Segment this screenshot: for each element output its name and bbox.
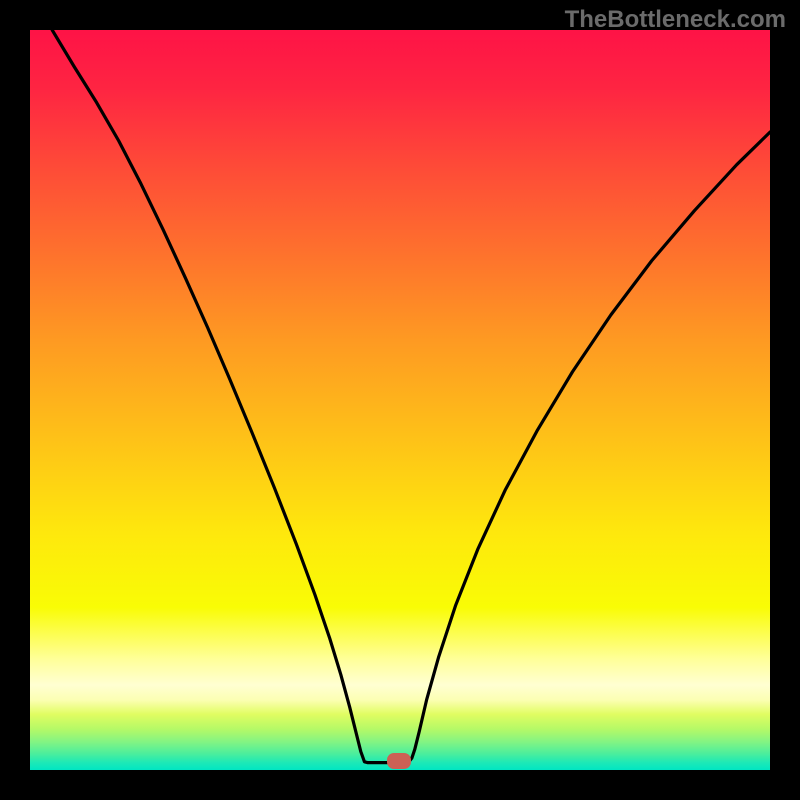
chart-stage: TheBottleneck.com bbox=[0, 0, 800, 800]
plot-frame bbox=[30, 30, 770, 770]
watermark-text: TheBottleneck.com bbox=[565, 6, 786, 34]
min-marker bbox=[387, 753, 411, 769]
bottleneck-curve bbox=[52, 30, 770, 763]
curve-layer bbox=[30, 30, 770, 770]
